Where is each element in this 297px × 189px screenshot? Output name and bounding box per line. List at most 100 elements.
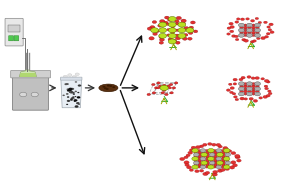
Circle shape [198,162,202,164]
Circle shape [208,157,214,161]
Circle shape [263,21,267,24]
Circle shape [200,157,206,161]
Circle shape [168,16,176,22]
Circle shape [210,151,213,154]
Circle shape [71,88,74,90]
Circle shape [252,90,255,93]
Circle shape [163,21,168,24]
Circle shape [256,32,259,34]
Circle shape [151,84,155,86]
Circle shape [228,150,232,152]
Circle shape [167,29,170,31]
Circle shape [161,92,165,94]
Circle shape [149,37,154,40]
Circle shape [198,164,201,166]
Circle shape [159,20,165,23]
Circle shape [252,29,255,31]
Circle shape [258,21,262,24]
Circle shape [206,164,209,166]
Circle shape [216,143,221,146]
Circle shape [252,88,255,90]
Circle shape [72,76,76,78]
Circle shape [233,83,237,85]
Circle shape [244,32,247,34]
Circle shape [213,158,217,160]
Circle shape [244,90,247,93]
Circle shape [62,94,65,96]
Circle shape [249,98,253,100]
Circle shape [206,164,209,166]
Circle shape [225,153,231,156]
Circle shape [244,90,247,93]
Circle shape [225,160,229,162]
Circle shape [240,32,243,34]
Circle shape [74,101,76,102]
Circle shape [227,33,230,35]
Circle shape [64,83,67,85]
Circle shape [202,156,205,158]
Circle shape [248,32,251,34]
Circle shape [255,33,260,37]
Circle shape [203,172,208,176]
Circle shape [175,29,179,31]
Circle shape [252,83,255,85]
Circle shape [67,96,69,98]
Circle shape [210,156,213,158]
Circle shape [157,82,160,84]
Circle shape [213,166,217,168]
Circle shape [222,164,225,166]
Circle shape [266,94,270,97]
Circle shape [261,37,266,40]
Circle shape [220,168,225,171]
FancyBboxPatch shape [5,18,23,46]
Circle shape [202,151,205,154]
Circle shape [178,28,186,33]
Circle shape [244,32,247,34]
Circle shape [230,91,233,94]
Circle shape [69,91,72,93]
Circle shape [175,34,179,36]
Circle shape [178,33,186,38]
Circle shape [206,153,210,156]
Circle shape [244,26,247,29]
Circle shape [247,76,251,78]
Circle shape [69,90,73,93]
Circle shape [102,86,105,88]
Circle shape [225,151,229,154]
Circle shape [206,162,210,164]
Circle shape [157,87,160,89]
Circle shape [69,90,72,92]
Circle shape [202,160,205,162]
Circle shape [256,90,259,93]
Circle shape [251,77,255,79]
Circle shape [240,26,243,29]
Circle shape [193,161,199,165]
Circle shape [107,85,110,87]
Circle shape [213,149,217,152]
Circle shape [214,164,217,166]
FancyBboxPatch shape [12,75,48,110]
Circle shape [252,85,255,87]
Circle shape [222,160,225,162]
Circle shape [257,37,260,40]
Circle shape [67,100,70,102]
Circle shape [76,102,80,104]
Circle shape [230,87,234,89]
Circle shape [159,36,164,39]
Circle shape [261,78,265,80]
Circle shape [244,24,247,26]
Circle shape [199,145,204,148]
Circle shape [192,157,198,161]
Circle shape [168,39,176,44]
Circle shape [31,92,38,97]
Circle shape [106,88,109,90]
Circle shape [268,92,272,95]
Circle shape [168,38,173,41]
Circle shape [259,97,263,99]
Circle shape [201,161,207,165]
Circle shape [214,160,217,162]
Circle shape [70,99,73,101]
Circle shape [238,28,244,32]
Circle shape [195,170,199,173]
Circle shape [74,99,78,101]
